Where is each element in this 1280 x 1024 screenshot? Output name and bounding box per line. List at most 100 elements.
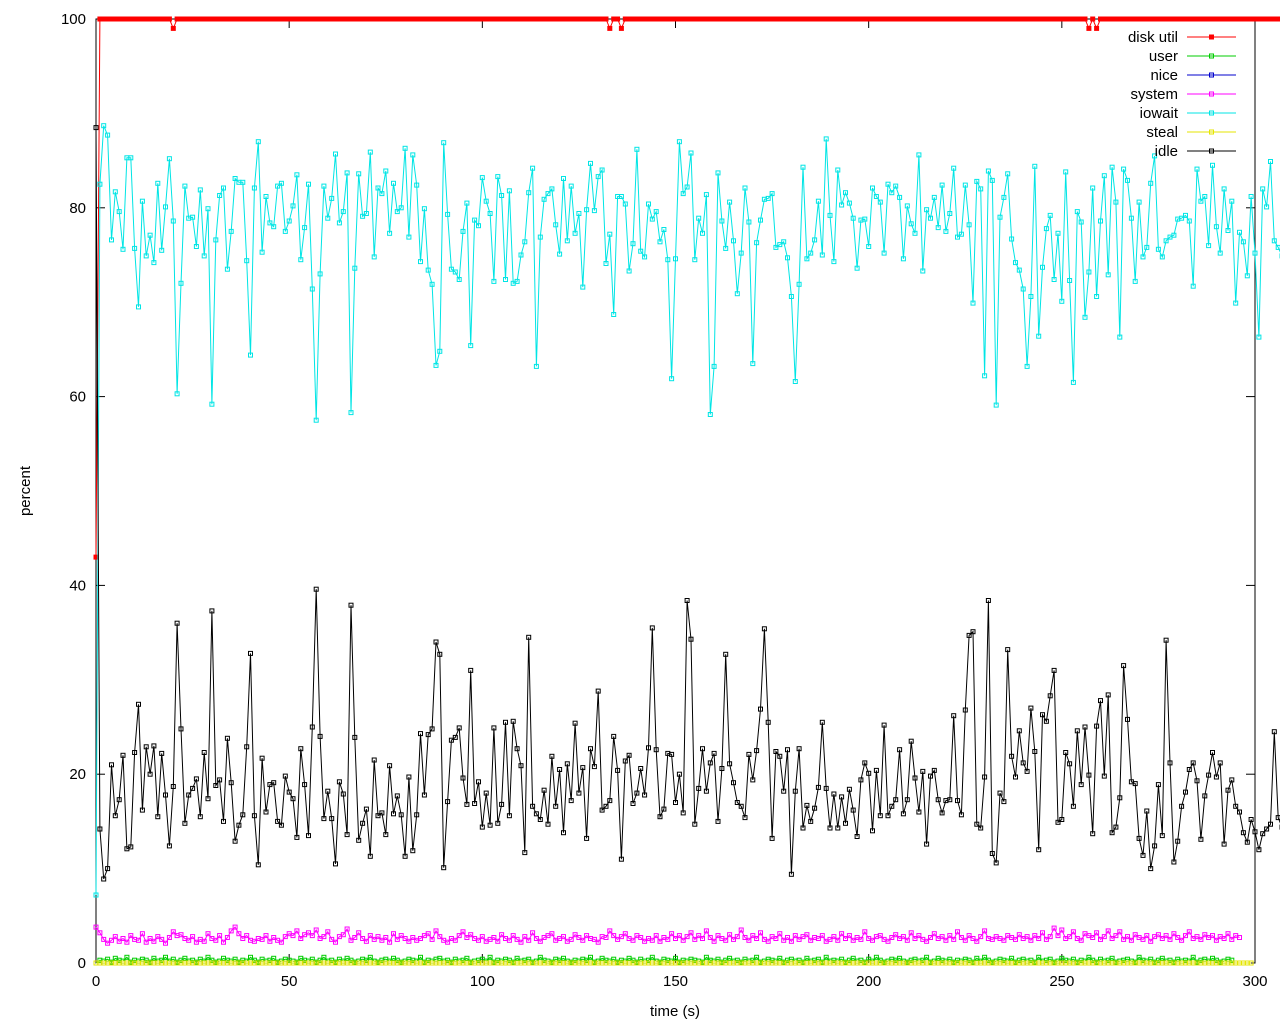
- data-point-system: [151, 938, 157, 944]
- data-point-iowait: [1163, 238, 1169, 244]
- data-point-iowait: [541, 196, 547, 202]
- data-point-disk-util: [209, 16, 215, 22]
- data-point-idle: [244, 744, 250, 750]
- data-point-idle: [147, 771, 153, 777]
- data-point-system: [406, 938, 412, 944]
- data-point-system: [163, 940, 168, 946]
- data-point-system: [159, 936, 165, 942]
- data-point-iowait: [499, 193, 505, 198]
- legend-item-steal: steal: [1146, 124, 1236, 141]
- data-point-iowait: [688, 150, 694, 156]
- data-point-system: [630, 937, 636, 943]
- data-point-idle: [166, 843, 172, 849]
- data-point-idle: [885, 813, 891, 819]
- data-point-system: [190, 934, 196, 940]
- data-point-idle: [646, 745, 651, 751]
- data-point-iowait: [1229, 198, 1235, 204]
- data-point-iowait: [105, 132, 111, 138]
- axis-ticks: 0 50 100 150 200 250 300 0 20 40 60 80 100: [61, 11, 1268, 990]
- data-point-iowait: [483, 198, 489, 204]
- data-point-system: [329, 936, 335, 942]
- data-point-idle: [599, 807, 605, 813]
- data-point-idle: [398, 812, 404, 818]
- data-point-system: [738, 927, 744, 933]
- data-point-idle: [410, 848, 416, 854]
- data-point-iowait: [885, 181, 891, 187]
- data-point-iowait: [1225, 228, 1231, 233]
- data-point-idle: [877, 813, 883, 819]
- data-point-idle: [827, 825, 833, 831]
- legend-label: user: [1149, 48, 1178, 65]
- data-point-system: [1159, 936, 1165, 941]
- data-point-idle: [329, 816, 335, 822]
- data-point-idle: [197, 814, 203, 820]
- data-point-system: [217, 933, 223, 939]
- data-point-user: [673, 955, 678, 961]
- data-point-system: [549, 931, 555, 937]
- data-point-idle: [707, 760, 713, 766]
- data-point-iowait: [649, 216, 655, 222]
- data-point-system: [819, 933, 825, 939]
- data-point-iowait: [329, 195, 335, 201]
- data-point-idle: [537, 817, 543, 822]
- data-point-idle: [232, 838, 238, 844]
- data-point-idle: [514, 746, 520, 752]
- data-point-iowait: [1040, 264, 1045, 270]
- data-point-user: [363, 957, 369, 963]
- data-point-idle: [769, 835, 775, 841]
- data-point-iowait: [939, 182, 945, 188]
- data-point-system: [348, 937, 354, 943]
- data-point-system: [962, 937, 968, 943]
- data-point-disk-util: [367, 16, 373, 22]
- data-point-iowait: [1082, 314, 1088, 320]
- data-point-iowait: [696, 215, 702, 221]
- data-point-idle: [839, 794, 845, 800]
- data-point-idle: [224, 735, 230, 741]
- data-point-iowait: [626, 268, 632, 274]
- data-point-system: [618, 934, 624, 940]
- data-point-iowait: [1136, 199, 1142, 205]
- data-point-iowait: [758, 217, 763, 223]
- data-point-user: [1109, 955, 1115, 961]
- data-point-disk-util: [170, 25, 176, 31]
- data-point-idle: [1163, 637, 1169, 643]
- data-point-system: [1113, 933, 1119, 939]
- data-point-system: [615, 936, 621, 942]
- legend-marker: [1209, 91, 1214, 97]
- data-point-iowait: [997, 214, 1003, 220]
- data-point-iowait: [785, 255, 790, 261]
- data-point-idle: [101, 876, 107, 882]
- data-point-idle: [657, 814, 663, 820]
- data-point-iowait: [1144, 244, 1150, 250]
- series-line-system: [95, 926, 1240, 944]
- data-point-iowait: [1028, 294, 1034, 299]
- data-point-user: [897, 955, 903, 961]
- data-point-iowait: [893, 183, 899, 189]
- data-point-idle: [588, 746, 593, 752]
- data-point-system: [777, 931, 783, 937]
- data-point-iowait: [1206, 243, 1212, 249]
- data-point-iowait: [989, 177, 995, 183]
- data-point-idle: [997, 790, 1003, 796]
- data-point-idle: [1098, 698, 1103, 704]
- data-point-iowait: [808, 250, 814, 256]
- data-point-system: [224, 935, 230, 940]
- data-point-user: [646, 957, 651, 963]
- data-point-iowait: [931, 194, 937, 200]
- data-point-system: [676, 933, 682, 939]
- data-point-system: [788, 938, 794, 944]
- data-point-idle: [421, 792, 427, 798]
- data-point-idle: [1217, 760, 1223, 766]
- data-point-system: [595, 939, 601, 945]
- data-point-idle: [545, 821, 551, 827]
- data-point-system: [244, 933, 250, 939]
- series-line-disk-util: [95, 17, 1280, 558]
- data-point-iowait: [182, 183, 188, 189]
- series-steal: [93, 960, 1254, 966]
- data-point-system: [603, 935, 609, 940]
- data-point-idle: [831, 791, 837, 797]
- data-point-iowait: [437, 348, 443, 354]
- data-point-system: [1055, 933, 1061, 939]
- data-point-idle: [456, 725, 462, 731]
